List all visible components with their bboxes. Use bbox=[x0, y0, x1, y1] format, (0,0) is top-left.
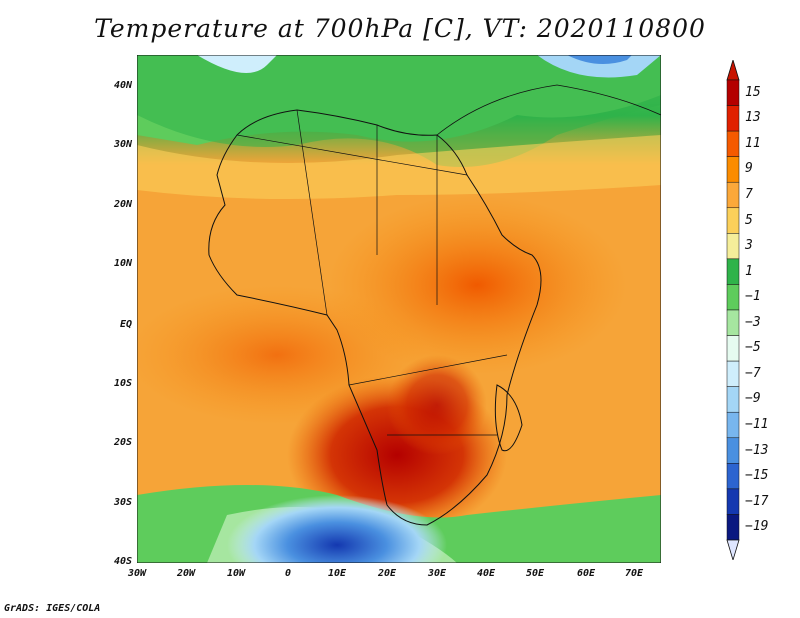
colorbar-bottom-arrow bbox=[726, 539, 740, 560]
colorbar-top-arrow bbox=[726, 60, 740, 81]
colorbar-swatch bbox=[726, 386, 740, 413]
temperature-map bbox=[137, 55, 661, 563]
chart-title: Temperature at 700hPa [C], VT: 202011080… bbox=[94, 14, 706, 43]
colorbar-label: −1 bbox=[745, 289, 761, 305]
lon-label-70e: 70E bbox=[624, 568, 644, 579]
lon-label-40e: 40E bbox=[476, 568, 496, 579]
colorbar-swatch bbox=[726, 207, 740, 234]
colorbar-label: 15 bbox=[745, 84, 761, 100]
colorbar-label: −15 bbox=[745, 468, 769, 484]
lon-label-30e: 30E bbox=[427, 568, 447, 579]
lat-label-40s: 40S bbox=[113, 556, 132, 567]
colorbar-swatch bbox=[726, 258, 740, 285]
colorbar-label: −3 bbox=[745, 314, 761, 330]
lat-label-eq: EQ bbox=[119, 319, 132, 330]
colorbar-swatch bbox=[726, 233, 740, 260]
colorbar-label: −13 bbox=[745, 442, 769, 458]
colorbar-swatch bbox=[726, 105, 740, 132]
lon-label-10w: 10W bbox=[226, 568, 246, 579]
colorbar-label: −17 bbox=[745, 493, 769, 509]
lat-label-20s: 20S bbox=[113, 437, 132, 448]
colorbar-swatch bbox=[726, 360, 740, 387]
colorbar-label: 9 bbox=[745, 161, 753, 177]
lon-label-50e: 50E bbox=[525, 568, 545, 579]
colorbar-label: −19 bbox=[745, 519, 769, 535]
lat-label-30s: 30S bbox=[113, 497, 132, 508]
lon-label-0: 0 bbox=[284, 568, 292, 579]
lat-label-10s: 10S bbox=[113, 378, 132, 389]
colorbar-label: 3 bbox=[745, 238, 753, 254]
colorbar-label: −5 bbox=[745, 340, 761, 356]
colorbar-swatch bbox=[726, 309, 740, 336]
colorbar-swatch bbox=[726, 79, 740, 106]
colorbar-swatch bbox=[726, 463, 740, 490]
lat-label-20n: 20N bbox=[113, 199, 132, 210]
colorbar-swatch bbox=[726, 488, 740, 515]
lon-label-20e: 20E bbox=[377, 568, 397, 579]
colorbar-swatch bbox=[726, 514, 740, 541]
colorbar-label: −9 bbox=[745, 391, 761, 407]
colorbar-swatch bbox=[726, 411, 740, 439]
lat-label-10n: 10N bbox=[113, 258, 132, 269]
lat-label-40n: 40N bbox=[113, 80, 132, 91]
colorbar-swatch bbox=[726, 335, 740, 362]
colorbar-swatch bbox=[726, 156, 740, 183]
lat-label-30n: 30N bbox=[113, 139, 132, 150]
colorbar-swatch bbox=[726, 130, 740, 157]
colorbar-swatch bbox=[726, 284, 740, 311]
colorbar bbox=[726, 60, 740, 560]
colorbar-label: −7 bbox=[745, 365, 761, 381]
lon-label-20w: 20W bbox=[176, 568, 196, 579]
lon-label-10e: 10E bbox=[327, 568, 347, 579]
lon-label-60e: 60E bbox=[576, 568, 596, 579]
footer-credit: GrADS: IGES/COLA bbox=[4, 603, 101, 614]
lon-label-30w: 30W bbox=[127, 568, 147, 579]
colorbar-label: 5 bbox=[745, 212, 753, 228]
colorbar-label: 7 bbox=[745, 187, 753, 202]
colorbar-label: 1 bbox=[745, 263, 753, 279]
colorbar-label: 13 bbox=[745, 110, 761, 126]
colorbar-label: 11 bbox=[745, 135, 761, 151]
colorbar-swatch bbox=[726, 437, 740, 464]
colorbar-label: −11 bbox=[745, 417, 769, 432]
colorbar-swatch bbox=[726, 181, 740, 209]
